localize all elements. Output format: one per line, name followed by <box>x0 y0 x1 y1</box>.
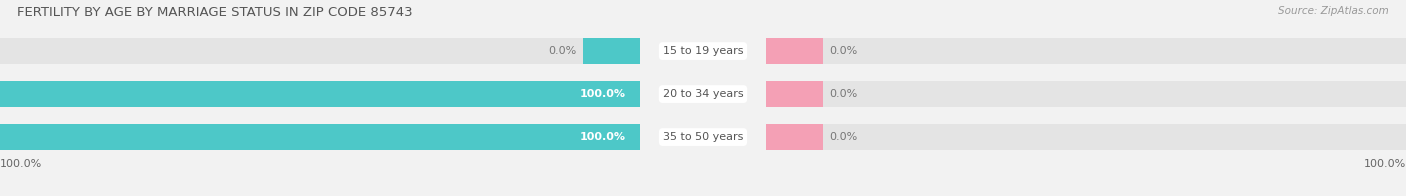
Text: 0.0%: 0.0% <box>548 46 576 56</box>
Text: 100.0%: 100.0% <box>0 159 42 169</box>
Bar <box>0 38 640 64</box>
Bar <box>766 124 1406 150</box>
Bar <box>583 38 640 64</box>
Bar <box>0 124 640 150</box>
Text: 0.0%: 0.0% <box>830 132 858 142</box>
Bar <box>766 38 1406 64</box>
Text: FERTILITY BY AGE BY MARRIAGE STATUS IN ZIP CODE 85743: FERTILITY BY AGE BY MARRIAGE STATUS IN Z… <box>17 6 412 19</box>
Bar <box>766 124 823 150</box>
Text: 100.0%: 100.0% <box>579 89 626 99</box>
Text: 100.0%: 100.0% <box>1364 159 1406 169</box>
Text: 0.0%: 0.0% <box>830 46 858 56</box>
Bar <box>766 81 823 107</box>
Text: 20 to 34 years: 20 to 34 years <box>662 89 744 99</box>
Text: 100.0%: 100.0% <box>579 132 626 142</box>
Bar <box>0 81 640 107</box>
Text: Source: ZipAtlas.com: Source: ZipAtlas.com <box>1278 6 1389 16</box>
Bar <box>766 38 823 64</box>
Text: 0.0%: 0.0% <box>830 89 858 99</box>
Bar <box>766 81 1406 107</box>
Text: 35 to 50 years: 35 to 50 years <box>662 132 744 142</box>
Bar <box>0 124 640 150</box>
Bar <box>0 81 640 107</box>
Text: 15 to 19 years: 15 to 19 years <box>662 46 744 56</box>
